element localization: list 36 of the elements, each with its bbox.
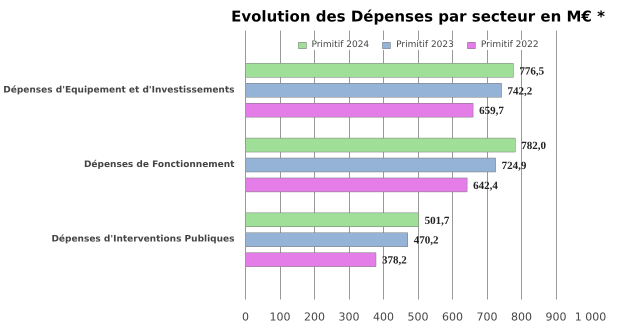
data-label: 742,2 xyxy=(508,85,533,98)
data-label: 776,5 xyxy=(519,65,545,78)
data-label: 642,4 xyxy=(473,180,498,192)
y-tick-label: Dépenses d'Equipement et d'Investissements xyxy=(3,84,235,96)
x-tick-label: 500 xyxy=(408,310,428,324)
bar xyxy=(246,212,419,228)
x-tick-label: 900 xyxy=(546,310,566,324)
data-label: 724,9 xyxy=(502,160,527,172)
bar xyxy=(246,232,408,247)
legend-label: Primitif 2023 xyxy=(396,40,454,50)
bar xyxy=(246,102,474,118)
x-tick-label: 100 xyxy=(270,310,290,324)
x-tick-label: 0 xyxy=(242,310,249,324)
x-tick-label: 600 xyxy=(442,310,463,324)
x-tick-label: 400 xyxy=(373,310,394,324)
bar xyxy=(246,63,514,78)
data-label: 782,0 xyxy=(521,140,547,152)
bar xyxy=(246,178,468,192)
y-tick-label: Dépenses d'Interventions Publiques xyxy=(51,234,235,245)
x-tick-label: 300 xyxy=(338,310,360,324)
data-label: 470,2 xyxy=(414,234,439,247)
legend-label: Primitif 2022 xyxy=(480,40,539,50)
y-tick-label: Dépenses de Fonctionnement xyxy=(84,159,236,170)
x-tick-label: 800 xyxy=(511,310,532,324)
data-label: 659,7 xyxy=(479,105,504,118)
x-tick-label: 1 000 xyxy=(574,310,606,324)
bar xyxy=(246,83,502,98)
legend-label: Primitif 2024 xyxy=(311,40,370,50)
bar xyxy=(246,158,496,172)
chart-title: Evolution des Dépenses par secteur en M€ * xyxy=(231,8,606,26)
bar xyxy=(246,252,376,267)
x-tick-label: 200 xyxy=(304,310,325,324)
x-tick-label: 700 xyxy=(476,310,498,324)
data-label: 501,7 xyxy=(424,214,450,227)
data-label: 378,2 xyxy=(382,254,408,267)
bar xyxy=(246,138,516,152)
